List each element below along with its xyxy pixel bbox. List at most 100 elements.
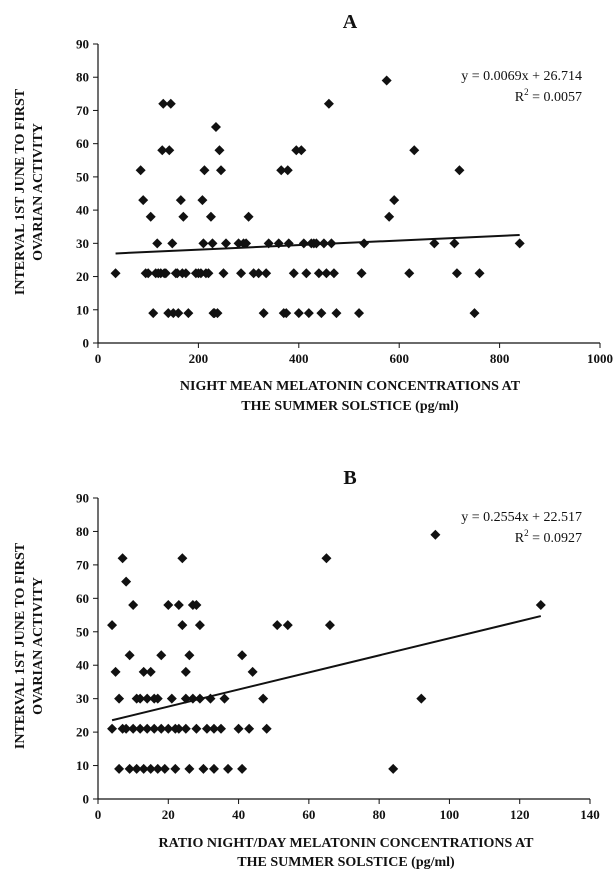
regression-equation-a: y = 0.0069x + 26.714 [461, 69, 582, 84]
chart-a: A INTERVAL 1ST JUNE TO FIRST OVARIAN ACT… [13, 11, 613, 414]
data-point-a [215, 165, 226, 176]
data-point-a [258, 308, 269, 319]
data-point-b [177, 553, 188, 564]
y-tick-label-b: 70 [76, 557, 89, 572]
data-point-b [163, 723, 174, 734]
data-point-b [152, 693, 163, 704]
data-point-b [173, 600, 184, 611]
x-tick-label-b: 20 [162, 807, 175, 822]
data-point-a [198, 238, 209, 249]
data-point-a [354, 308, 365, 319]
x-tick-label-a: 600 [389, 351, 409, 366]
data-point-b [180, 666, 191, 677]
data-point-a [323, 98, 334, 109]
data-point-a [178, 211, 189, 222]
x-axis-title-b-line1: RATIO NIGHT/DAY MELATONIN CONCENTRATIONS… [159, 836, 535, 851]
data-point-a [233, 238, 244, 249]
data-point-b [194, 620, 205, 631]
data-point-a [145, 211, 156, 222]
data-point-b [216, 723, 226, 734]
data-point-a [143, 268, 154, 279]
panel-label-b: B [343, 467, 356, 489]
y-tick-label-b: 20 [76, 725, 89, 740]
data-point-a [214, 145, 225, 156]
y-tick-label-a: 0 [83, 336, 90, 351]
data-point-a [359, 238, 370, 249]
data-point-b [237, 763, 248, 774]
data-point-b [117, 553, 128, 564]
data-point-a [293, 308, 304, 319]
data-point-a [195, 268, 206, 279]
data-point-b [282, 620, 293, 631]
data-point-a [381, 75, 392, 86]
data-point-a [301, 268, 312, 279]
data-point-a [172, 268, 183, 279]
data-point-b [247, 666, 258, 677]
y-tick-label-b: 30 [76, 691, 89, 706]
y-tick-label-a: 30 [76, 236, 89, 251]
x-tick-label-b: 40 [232, 807, 245, 822]
data-point-a [158, 98, 169, 109]
data-point-a [236, 268, 247, 279]
y-tick-label-a: 70 [76, 103, 89, 118]
x-tick-label-b: 60 [302, 807, 315, 822]
data-point-a [180, 268, 191, 279]
data-point-a [409, 145, 420, 156]
data-point-a [164, 145, 175, 156]
data-point-b [219, 693, 230, 704]
data-point-a [243, 211, 254, 222]
data-point-a [221, 238, 232, 249]
data-point-b [107, 620, 118, 631]
data-point-b [124, 763, 135, 774]
data-point-a [283, 238, 294, 249]
data-point-b [114, 763, 125, 774]
data-point-a [321, 268, 332, 279]
data-point-a [404, 268, 415, 279]
data-point-b [163, 600, 174, 611]
data-point-b [121, 723, 132, 734]
data-point-b [208, 723, 219, 734]
data-point-b [191, 723, 202, 734]
data-point-b [142, 693, 153, 704]
data-point-a [291, 145, 302, 156]
data-point-b [324, 620, 335, 631]
data-point-b [184, 650, 195, 661]
data-point-b [258, 693, 269, 704]
data-point-b [142, 723, 153, 734]
data-point-b [184, 763, 195, 774]
y-tick-label-a: 90 [76, 37, 89, 52]
data-point-a [328, 268, 339, 279]
data-point-b [128, 723, 139, 734]
data-point-b [416, 693, 427, 704]
data-point-a [253, 268, 264, 279]
data-point-b [237, 650, 248, 661]
data-point-b [180, 723, 191, 734]
panel-label-a: A [343, 11, 358, 33]
data-point-a [212, 308, 223, 319]
data-point-a [168, 308, 179, 319]
data-point-a [160, 268, 171, 279]
data-point-b [149, 723, 160, 734]
svg-text:INTERVAL 1ST JUNE TO FIRST: INTERVAL 1ST JUNE TO FIRST [13, 88, 28, 295]
y-tick-label-a: 20 [76, 269, 89, 284]
r-squared-b: R2 = 0.0927 [515, 528, 582, 546]
x-tick-label-a: 1000 [587, 351, 613, 366]
data-point-b [107, 723, 118, 734]
x-tick-label-b: 140 [580, 807, 600, 822]
data-point-b [145, 666, 156, 677]
data-point-b [388, 763, 399, 774]
r-squared-a: R2 = 0.0057 [515, 87, 582, 105]
data-point-b [244, 723, 255, 734]
data-point-b [135, 723, 146, 734]
y-tick-label-b: 10 [76, 758, 89, 773]
y-axis-title-a: INTERVAL 1ST JUNE TO FIRST OVARIAN ACTIV… [13, 88, 46, 295]
data-point-b [124, 650, 135, 661]
data-point-b [156, 723, 167, 734]
y-tick-label-b: 90 [76, 491, 89, 506]
x-tick-label-b: 100 [440, 807, 460, 822]
data-point-b [121, 576, 132, 587]
y-tick-label-a: 60 [76, 136, 89, 151]
data-point-a [173, 308, 184, 319]
data-point-a [248, 268, 259, 279]
